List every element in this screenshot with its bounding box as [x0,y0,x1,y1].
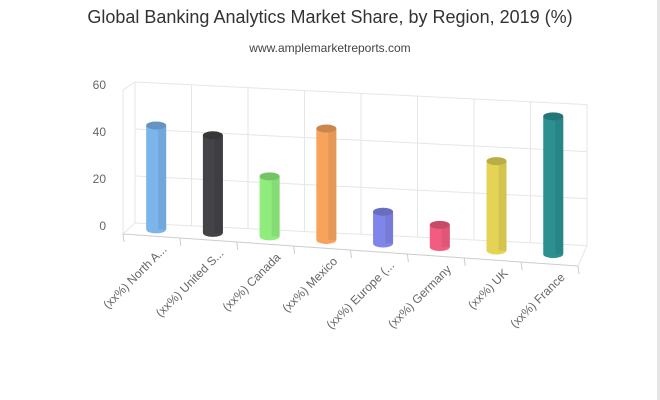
gridline-side [122,222,136,235]
bar-shade [555,116,564,255]
bar[interactable] [259,172,280,241]
x-tick-mark [350,249,352,259]
x-tick-mark [520,261,523,271]
bar-top [259,172,280,181]
y-tick-label: 0 [99,219,106,233]
gridline-side [577,245,588,267]
gridline-side [122,81,136,91]
x-tick-label: (xx%) Mexico [279,254,340,315]
y-tick-label: 20 [93,172,107,186]
bar[interactable] [202,131,223,237]
bar-top [543,112,564,121]
bar-shade [498,161,507,251]
bar[interactable] [373,207,394,248]
x-tick-mark [179,237,182,247]
bar-top [373,207,394,216]
bar-shade [385,211,394,244]
x-tick-label: (xx%) France [507,270,568,331]
bars [146,112,564,259]
bar-top [429,220,450,229]
x-tick-label: (xx%) UK [465,266,511,312]
x-tick-mark [406,253,409,263]
grid [122,81,588,275]
x-tick-mark [236,241,239,251]
bar-shade [214,135,223,233]
bar-shade [158,125,167,230]
x-tick-mark [293,245,296,255]
y-tick-label: 40 [93,125,107,139]
x-axis-labels: (xx%) North A...(xx%) United S...(xx%) C… [100,242,568,332]
bar[interactable] [543,112,564,259]
chart-title: Global Banking Analytics Market Share, b… [87,7,573,27]
bar-top [486,157,507,166]
x-tick-label: (xx%) Germany [385,262,454,331]
x-tick-label: (xx%) Canada [220,250,284,314]
bar[interactable] [146,121,167,234]
bar[interactable] [486,157,507,255]
bar-shade [271,176,280,237]
bar-shade [328,128,337,240]
y-axis-ticks: 0 20 40 60 [93,78,107,233]
x-tick-mark [577,265,580,275]
x-tick-mark [463,257,466,267]
bar-top [316,124,337,133]
bar-shade [441,224,450,248]
bar-top [146,121,167,130]
scroll-edge [657,0,660,400]
chart-subtitle: www.amplemarketreports.com [249,41,411,55]
x-tick-label: (xx%) North A... [100,242,169,311]
bar-top [202,131,223,140]
y-tick-label: 60 [93,78,107,92]
bar[interactable] [316,124,337,244]
x-tick-mark [122,233,125,243]
bar[interactable] [429,220,450,252]
